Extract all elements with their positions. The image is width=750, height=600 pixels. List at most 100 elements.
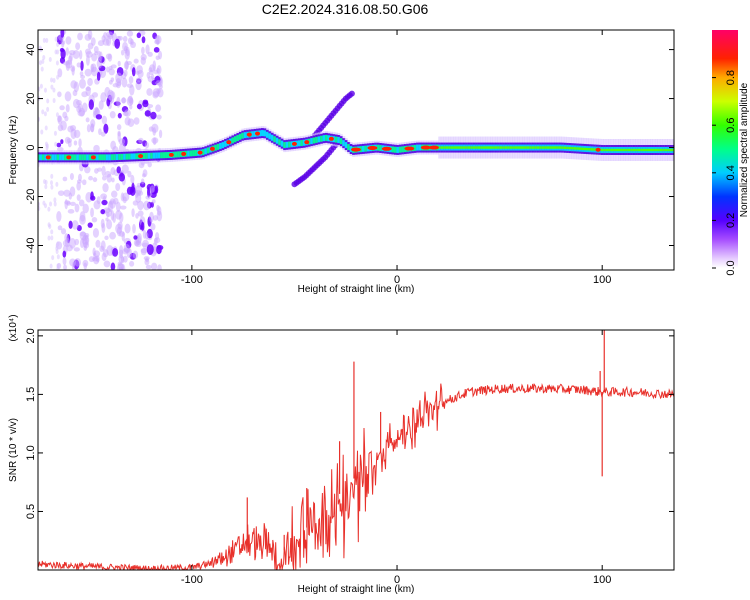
track-peak bbox=[627, 148, 631, 152]
track-peak bbox=[659, 148, 663, 152]
track-hotspot bbox=[381, 146, 392, 151]
main-track bbox=[38, 126, 674, 165]
noise-blob bbox=[67, 209, 75, 214]
noise-blob bbox=[56, 211, 62, 222]
noise-blob bbox=[62, 250, 67, 258]
track-mid bbox=[174, 151, 178, 158]
track-mid bbox=[312, 137, 316, 144]
noise-blob bbox=[122, 111, 129, 117]
track-peak bbox=[568, 146, 572, 150]
track-mid bbox=[64, 154, 68, 161]
noise-blob bbox=[77, 32, 83, 41]
track-peak bbox=[480, 146, 484, 149]
noise-blob bbox=[54, 36, 58, 42]
track-mid bbox=[88, 154, 92, 161]
track-mid bbox=[150, 152, 154, 159]
x-tick-label: -100 bbox=[181, 574, 203, 586]
track-mid bbox=[300, 140, 304, 147]
track-mid bbox=[54, 154, 58, 161]
track-mid bbox=[206, 147, 210, 154]
track-mid bbox=[325, 134, 329, 141]
noise-blob bbox=[77, 110, 85, 117]
y-tick-label: 2.0 bbox=[25, 328, 37, 343]
noise-blob bbox=[120, 97, 127, 104]
track-peak bbox=[645, 148, 649, 152]
noise-blob bbox=[150, 111, 157, 120]
noise-blob bbox=[59, 105, 65, 111]
noise-blob bbox=[73, 140, 78, 146]
track-peak bbox=[652, 148, 656, 152]
noise-blob bbox=[68, 49, 76, 56]
noise-blob bbox=[103, 260, 111, 268]
track-mid bbox=[162, 152, 166, 159]
track-peak bbox=[586, 147, 590, 151]
noise-blob bbox=[133, 58, 139, 64]
track-mid bbox=[359, 146, 363, 153]
track-mid bbox=[221, 142, 225, 149]
y-tick-label: 0 bbox=[25, 144, 37, 150]
track-mid bbox=[96, 154, 100, 161]
track-peak bbox=[443, 146, 447, 149]
track-mid bbox=[339, 138, 343, 145]
track-mid bbox=[123, 153, 127, 160]
noise-blob bbox=[113, 197, 119, 205]
colorbar-tick-label: 0.4 bbox=[725, 165, 737, 180]
noise-blob bbox=[151, 199, 156, 204]
noise-blob bbox=[60, 120, 67, 131]
y-tick-label: -20 bbox=[25, 189, 37, 205]
noise-blob bbox=[131, 208, 135, 218]
noise-blob bbox=[76, 62, 81, 68]
track-mid bbox=[133, 153, 137, 160]
noise-blob bbox=[50, 84, 54, 90]
track-mark bbox=[348, 90, 355, 97]
track-mid bbox=[418, 144, 422, 151]
track-peak bbox=[590, 148, 594, 151]
noise-blob bbox=[115, 210, 122, 220]
noise-blob bbox=[96, 71, 101, 81]
noise-blob bbox=[100, 209, 106, 215]
track-peak bbox=[544, 146, 548, 149]
track-peak bbox=[531, 146, 535, 149]
noise-blob bbox=[116, 226, 122, 237]
noise-blob bbox=[90, 63, 94, 73]
noise-blob bbox=[101, 35, 106, 43]
track-peak bbox=[556, 146, 560, 149]
noise-blob bbox=[79, 211, 86, 222]
noise-blob bbox=[115, 72, 123, 84]
noise-blob bbox=[95, 239, 101, 248]
noise-blob bbox=[78, 138, 82, 148]
noise-blob bbox=[107, 89, 114, 101]
noise-blob bbox=[123, 61, 130, 70]
track-mid bbox=[152, 152, 156, 159]
noise-blob bbox=[116, 96, 121, 108]
snr-xlabel: Height of straight line (km) bbox=[298, 584, 415, 595]
noise-blob bbox=[65, 104, 70, 113]
noise-blob bbox=[56, 74, 60, 80]
noise-blob bbox=[73, 247, 80, 252]
noise-blob bbox=[65, 36, 72, 45]
noise-blob bbox=[92, 227, 100, 238]
snr-ticks: -100 0 100 0.5 1.0 1.5 2.0 bbox=[25, 328, 674, 586]
noise-blob bbox=[131, 182, 135, 193]
track-peak bbox=[635, 148, 639, 152]
colorbar-tick-label: 0.6 bbox=[725, 118, 737, 133]
track-mid bbox=[238, 133, 242, 140]
noise-blob bbox=[38, 60, 42, 66]
upper-branch bbox=[311, 90, 355, 139]
track-peak bbox=[440, 146, 444, 149]
noise-blob bbox=[50, 229, 54, 235]
noise-blob bbox=[105, 217, 109, 222]
track-peak bbox=[610, 148, 614, 152]
noise-blob bbox=[146, 71, 151, 79]
colorbar-tick-label: 0.2 bbox=[725, 213, 737, 228]
noise-blob bbox=[42, 55, 46, 61]
track-peak bbox=[650, 148, 654, 152]
track-peak bbox=[536, 146, 540, 149]
track-mid bbox=[172, 151, 176, 158]
noise-blob bbox=[152, 88, 160, 98]
track-peak bbox=[657, 148, 661, 152]
track-mid bbox=[142, 152, 146, 159]
lower-branch bbox=[291, 142, 339, 188]
noise-blob bbox=[153, 69, 159, 75]
track-mid bbox=[105, 154, 109, 161]
